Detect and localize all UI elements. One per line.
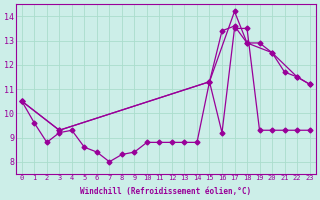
- X-axis label: Windchill (Refroidissement éolien,°C): Windchill (Refroidissement éolien,°C): [80, 187, 251, 196]
